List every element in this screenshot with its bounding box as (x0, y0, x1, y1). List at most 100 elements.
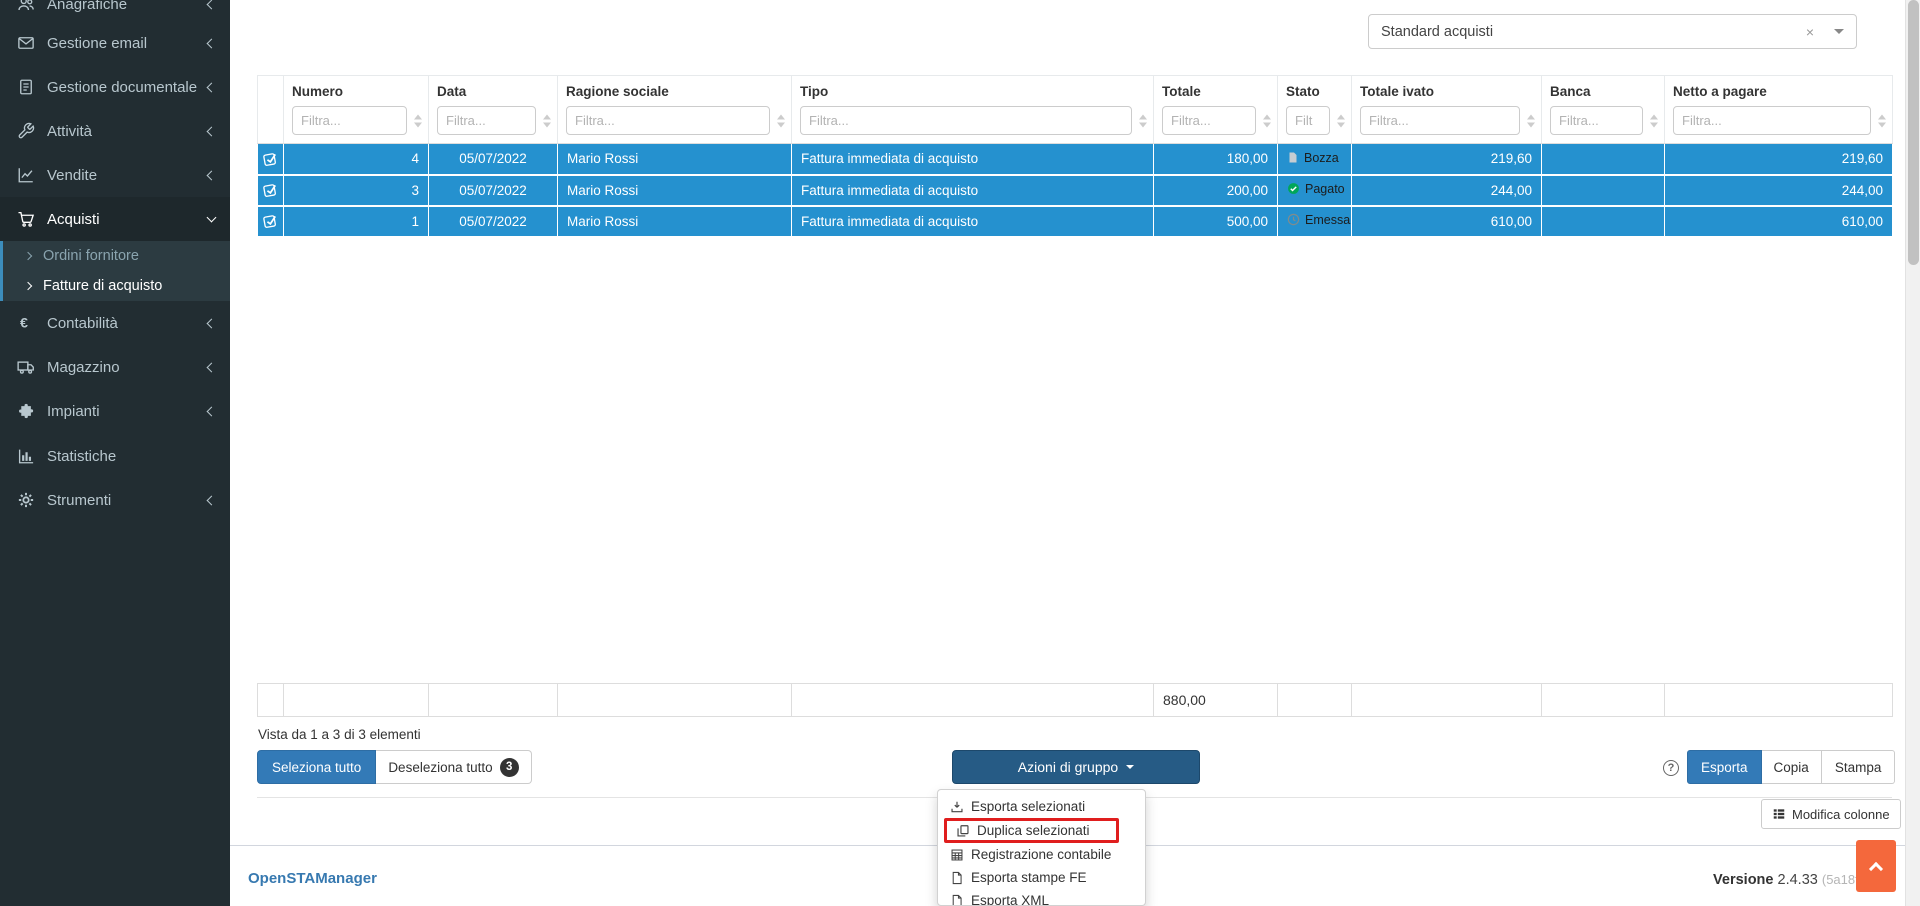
sidebar-item-impianti[interactable]: Impianti (0, 389, 230, 433)
sidebar-item-vendite[interactable]: Vendite (0, 153, 230, 197)
menu-item-esporta-stampe-fe[interactable]: Esporta stampe FE (938, 866, 1145, 889)
sidebar-item-attivita[interactable]: Attività (0, 109, 230, 153)
wrench-icon (15, 122, 37, 140)
view-filter-select[interactable]: Standard acquisti × (1368, 14, 1857, 49)
sidebar-item-label: Strumenti (47, 491, 112, 509)
deselect-all-button[interactable]: Deseleziona tutto 3 (376, 750, 532, 784)
modify-columns-button[interactable]: Modifica colonne (1761, 799, 1901, 829)
euro-icon: € (15, 314, 37, 332)
column-header-totale-ivato: Totale ivato (1351, 75, 1542, 144)
caret-down-icon (1126, 765, 1135, 769)
page-scrollbar[interactable] (1905, 0, 1920, 906)
duplicate-highlight-box: Duplica selezionati (944, 818, 1119, 843)
filter-input-totale[interactable] (1162, 106, 1256, 135)
menu-item-esporta-xml[interactable]: Esporta XML (938, 889, 1145, 905)
cell-netto-a-pagare: 610,00 (1664, 205, 1893, 238)
chevron-left-icon (206, 406, 217, 416)
cell-netto-a-pagare: 244,00 (1664, 174, 1893, 207)
copy-button[interactable]: Copia (1761, 750, 1822, 784)
scroll-to-top-button[interactable] (1856, 840, 1896, 892)
group-actions-button[interactable]: Azioni di gruppo (952, 750, 1200, 784)
summary-totale: 880,00 (1153, 683, 1278, 717)
cell-tipo: Fattura immediata di acquisto (791, 174, 1154, 207)
cell-totale: 200,00 (1153, 174, 1278, 207)
bar-chart-icon (15, 447, 37, 465)
filter-input-stato[interactable] (1286, 106, 1330, 135)
export-button[interactable]: Esporta (1687, 750, 1762, 784)
column-header-totale: Totale (1153, 75, 1278, 144)
sort-arrows-icon[interactable] (1139, 114, 1147, 127)
puzzle-icon (15, 402, 37, 420)
sort-arrows-icon[interactable] (1337, 114, 1345, 127)
sidebar-item-gestione-documentale[interactable]: Gestione documentale (0, 65, 230, 109)
chevron-down-icon[interactable] (1834, 29, 1844, 34)
sort-arrows-icon[interactable] (1527, 114, 1535, 127)
cell-data: 05/07/2022 (428, 143, 558, 176)
select-all-button[interactable]: Seleziona tutto (257, 750, 377, 784)
table-row[interactable]: 4 05/07/2022 Mario Rossi Fattura immedia… (257, 143, 1893, 176)
clear-icon[interactable]: × (1805, 23, 1814, 40)
sidebar-item-strumenti[interactable]: Strumenti (0, 478, 230, 522)
scrollbar-thumb[interactable] (1908, 0, 1919, 265)
cell-ragione-sociale: Mario Rossi (557, 174, 792, 207)
cell-ragione-sociale: Mario Rossi (557, 143, 792, 176)
sidebar-item-fatture-di-acquisto[interactable]: Fatture di acquisto (3, 271, 230, 301)
cell-stato: Emessa (1277, 205, 1352, 238)
file-icon (952, 871, 962, 884)
sidebar-item-anagrafiche[interactable]: Anagrafiche (0, 0, 230, 26)
acquisti-submenu: Ordini fornitore Fatture di acquisto (0, 241, 230, 301)
table-row[interactable]: 3 05/07/2022 Mario Rossi Fattura immedia… (257, 174, 1893, 207)
chevron-left-icon (206, 126, 217, 136)
filter-input-banca[interactable] (1550, 106, 1643, 135)
column-header-numero: Numero (283, 75, 429, 144)
checkbox-checked-icon[interactable] (262, 213, 278, 229)
sort-arrows-icon[interactable] (1650, 114, 1658, 127)
sidebar-item-magazzino[interactable]: Magazzino (0, 345, 230, 389)
chevron-left-icon (206, 38, 217, 48)
table-row[interactable]: 1 05/07/2022 Mario Rossi Fattura immedia… (257, 205, 1893, 238)
chevron-right-icon (23, 251, 33, 261)
copy-icon (957, 824, 969, 837)
filter-input-numero[interactable] (292, 106, 407, 135)
checkbox-checked-icon[interactable] (262, 151, 278, 166)
print-button[interactable]: Stampa (1821, 750, 1896, 784)
filter-input-ragione-sociale[interactable] (566, 106, 770, 135)
sidebar-item-label: Gestione documentale (47, 78, 198, 96)
help-icon[interactable]: ? (1663, 760, 1679, 776)
filter-input-tipo[interactable] (800, 106, 1132, 135)
menu-item-duplica-selezionati[interactable]: Duplica selezionati (947, 821, 1116, 840)
column-header-netto-a-pagare: Netto a pagare (1664, 75, 1893, 144)
truck-icon (15, 358, 37, 376)
checkbox-checked-icon[interactable] (262, 182, 278, 198)
filter-input-data[interactable] (437, 106, 536, 135)
filter-input-totale-ivato[interactable] (1360, 106, 1520, 135)
sort-arrows-icon[interactable] (1878, 114, 1886, 127)
brand-link[interactable]: OpenSTAManager (248, 870, 377, 887)
sidebar-item-label: Vendite (47, 166, 98, 184)
list-columns-icon (1773, 809, 1785, 819)
sidebar-item-ordini-fornitore[interactable]: Ordini fornitore (3, 241, 230, 271)
sort-arrows-icon[interactable] (414, 114, 422, 127)
sort-arrows-icon[interactable] (543, 114, 551, 127)
cart-icon (15, 210, 37, 228)
menu-item-registrazione-contabile[interactable]: Registrazione contabile (938, 843, 1145, 866)
sort-arrows-icon[interactable] (777, 114, 785, 127)
cell-totale-ivato: 610,00 (1351, 205, 1542, 238)
envelope-icon (15, 34, 37, 52)
sidebar-item-gestione-email[interactable]: Gestione email (0, 21, 230, 65)
menu-item-esporta-selezionati[interactable]: Esporta selezionati (938, 795, 1145, 818)
cell-ragione-sociale: Mario Rossi (557, 205, 792, 238)
selected-count-badge: 3 (499, 757, 519, 777)
column-header-tipo: Tipo (791, 75, 1154, 144)
sidebar-item-acquisti[interactable]: Acquisti (0, 197, 230, 241)
sidebar-item-label: Anagrafiche (47, 0, 128, 13)
users-icon (15, 0, 37, 13)
sidebar-item-contabilita[interactable]: € Contabilità (0, 301, 230, 345)
filter-input-netto-a-pagare[interactable] (1673, 106, 1871, 135)
sidebar-item-label: Magazzino (47, 358, 120, 376)
cell-totale: 500,00 (1153, 205, 1278, 238)
sort-arrows-icon[interactable] (1263, 114, 1271, 127)
table-info: Vista da 1 a 3 di 3 elementi (258, 727, 421, 742)
sidebar-item-statistiche[interactable]: Statistiche (0, 434, 230, 478)
